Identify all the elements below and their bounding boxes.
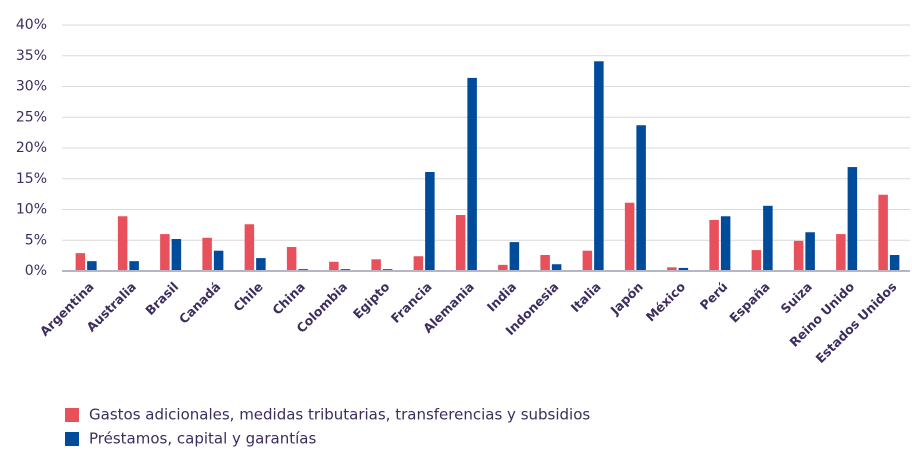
bar <box>720 216 731 271</box>
bar <box>329 261 339 271</box>
bar <box>256 258 266 271</box>
bar <box>793 240 804 271</box>
y-tick-label: 10% <box>16 202 47 218</box>
x-tick-label: Canadá <box>176 279 224 327</box>
bar <box>889 255 900 271</box>
legend-swatch <box>65 432 79 446</box>
bar <box>709 219 719 271</box>
x-tick-label: Japón <box>607 279 646 318</box>
bar <box>425 171 435 271</box>
x-tick-label: México <box>643 279 689 325</box>
x-tick-label: Brasil <box>142 279 181 318</box>
bar <box>202 237 212 271</box>
y-tick-label: 25% <box>16 109 47 125</box>
x-tick-label: Estados Unidos <box>812 279 899 366</box>
bar <box>455 215 466 271</box>
x-tick-label: Perú <box>697 279 731 313</box>
bar <box>624 202 635 271</box>
bar <box>171 239 182 271</box>
bar <box>467 77 477 271</box>
bar <box>636 125 646 272</box>
bar <box>751 250 762 271</box>
x-tick-label: Argentina <box>37 279 97 339</box>
bar <box>413 256 424 271</box>
x-tick-label: Italia <box>568 279 604 315</box>
x-tick-label: India <box>484 279 520 315</box>
bar <box>836 234 846 271</box>
bar <box>678 267 689 271</box>
x-tick-label: España <box>726 279 772 325</box>
x-tick-label: Chile <box>230 279 265 314</box>
bar <box>75 253 86 271</box>
bar <box>129 261 139 271</box>
bar <box>87 261 97 271</box>
x-tick-label: Egipto <box>350 279 393 322</box>
x-tick-label: China <box>269 279 308 318</box>
y-tick-label: 40% <box>16 17 47 33</box>
bar <box>805 232 815 271</box>
bar <box>594 61 604 271</box>
y-tick-label: 5% <box>25 232 47 248</box>
bar <box>213 250 224 271</box>
y-tick-label: 15% <box>16 171 47 187</box>
bar <box>582 250 593 271</box>
legend-label: Gastos adicionales, medidas tributarias,… <box>89 406 590 424</box>
y-tick-label: 30% <box>16 79 47 95</box>
x-tick-label: Suiza <box>778 279 815 316</box>
legend-swatch <box>65 408 79 422</box>
bar <box>551 264 562 271</box>
bar <box>244 224 255 271</box>
bar <box>160 234 170 271</box>
bar <box>117 216 128 271</box>
bar <box>498 264 508 271</box>
bar <box>763 205 773 271</box>
bar <box>540 255 550 271</box>
y-tick-label: 0% <box>25 263 47 279</box>
y-tick-label: 35% <box>16 48 47 64</box>
legend-label: Préstamos, capital y garantías <box>89 430 316 448</box>
bar <box>286 247 297 271</box>
bar <box>847 167 858 271</box>
bar <box>371 259 381 271</box>
y-tick-label: 20% <box>16 140 47 156</box>
bar <box>509 242 520 271</box>
bar <box>667 267 677 271</box>
bar <box>878 194 888 271</box>
